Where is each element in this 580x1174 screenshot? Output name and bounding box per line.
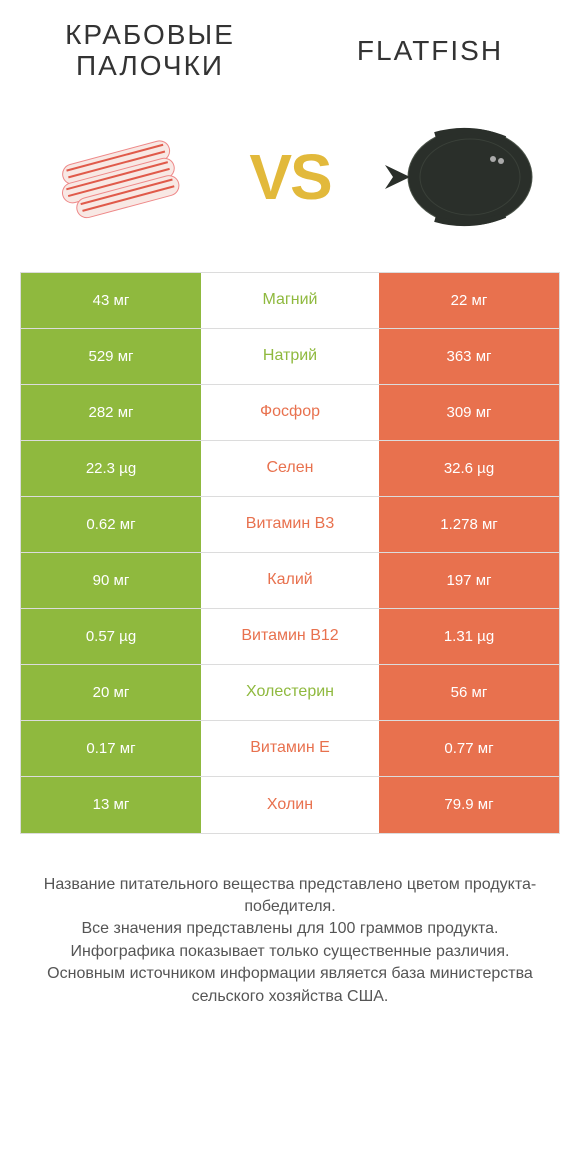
nutrient-label-cell: Холин [201,777,379,833]
right-value-cell: 309 мг [379,385,559,440]
nutrient-label-cell: Магний [201,273,379,328]
left-product-image [30,112,210,242]
vs-label: VS [249,140,330,214]
table-row: 20 мгХолестерин56 мг [21,665,559,721]
left-value-cell: 22.3 µg [21,441,201,496]
nutrient-label-cell: Холестерин [201,665,379,720]
left-value-cell: 13 мг [21,777,201,833]
left-value-cell: 43 мг [21,273,201,328]
table-row: 529 мгНатрий363 мг [21,329,559,385]
table-row: 90 мгКалий197 мг [21,553,559,609]
right-value-cell: 79.9 мг [379,777,559,833]
nutrient-label-cell: Калий [201,553,379,608]
table-row: 0.17 мгВитамин E0.77 мг [21,721,559,777]
left-value-cell: 0.57 µg [21,609,201,664]
left-value-cell: 529 мг [21,329,201,384]
table-row: 0.62 мгВитамин B31.278 мг [21,497,559,553]
left-value-cell: 0.62 мг [21,497,201,552]
right-value-cell: 32.6 µg [379,441,559,496]
left-product-title: КРАБОВЫЕПАЛОЧКИ [40,20,260,82]
right-value-cell: 363 мг [379,329,559,384]
table-row: 13 мгХолин79.9 мг [21,777,559,833]
right-value-cell: 22 мг [379,273,559,328]
table-row: 282 мгФосфор309 мг [21,385,559,441]
nutrient-label-cell: Натрий [201,329,379,384]
nutrient-label-cell: Витамин B3 [201,497,379,552]
table-row: 22.3 µgСелен32.6 µg [21,441,559,497]
right-value-cell: 56 мг [379,665,559,720]
nutrient-label-cell: Фосфор [201,385,379,440]
left-value-cell: 20 мг [21,665,201,720]
right-product-image [370,112,550,242]
right-value-cell: 0.77 мг [379,721,559,776]
left-value-cell: 282 мг [21,385,201,440]
table-row: 0.57 µgВитамин B121.31 µg [21,609,559,665]
right-value-cell: 1.31 µg [379,609,559,664]
left-value-cell: 90 мг [21,553,201,608]
images-row: VS [0,92,580,272]
right-value-cell: 1.278 мг [379,497,559,552]
header: КРАБОВЫЕПАЛОЧКИ FLATFISH [0,0,580,92]
footnote-text: Название питательного вещества представл… [0,834,580,1028]
left-value-cell: 0.17 мг [21,721,201,776]
right-product-title: FLATFISH [320,35,540,67]
nutrient-label-cell: Витамин E [201,721,379,776]
table-row: 43 мгМагний22 мг [21,273,559,329]
comparison-table: 43 мгМагний22 мг529 мгНатрий363 мг282 мг… [20,272,560,834]
right-value-cell: 197 мг [379,553,559,608]
nutrient-label-cell: Селен [201,441,379,496]
nutrient-label-cell: Витамин B12 [201,609,379,664]
